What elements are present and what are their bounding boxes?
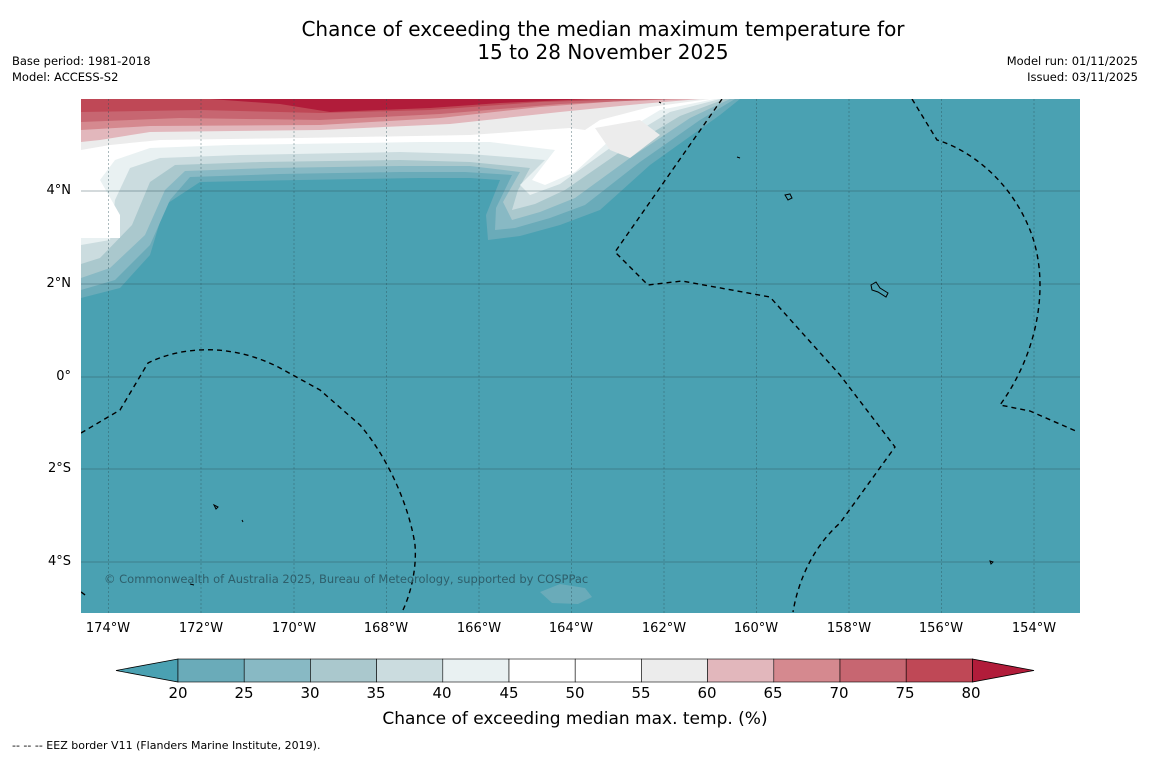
colorbar-extend-high <box>972 658 1035 683</box>
colorbar-tick: 80 <box>961 684 981 702</box>
colorbar-tick: 50 <box>565 684 585 702</box>
islands <box>189 101 994 586</box>
colorbar-segment <box>707 658 775 683</box>
colorbar-tick: 75 <box>895 684 915 702</box>
colorbar-segment <box>310 658 377 683</box>
base-period: Base period: 1981-2018 <box>12 54 151 68</box>
colorbar-tick: 25 <box>234 684 254 702</box>
graticule <box>81 99 1080 613</box>
colorbar-segment <box>376 658 444 683</box>
colorbar-segment <box>177 658 245 683</box>
lon-label: 174°W <box>85 621 131 636</box>
colorbar-tick: 55 <box>631 684 651 702</box>
colorbar-segment <box>442 658 510 683</box>
colorbar-segment <box>508 658 576 683</box>
meta-right: Model run: 01/11/2025 Issued: 03/11/2025 <box>1007 53 1138 85</box>
model-name: Model: ACCESS-S2 <box>12 70 119 84</box>
island <box>189 583 195 586</box>
colorbar-tick: 40 <box>432 684 452 702</box>
island <box>784 193 793 201</box>
lon-label: 164°W <box>548 621 594 636</box>
lat-label: 0° <box>56 369 71 384</box>
eez-border-sw-corner <box>81 591 89 598</box>
chart-title: Chance of exceeding the median maximum t… <box>200 18 1006 64</box>
title-line-1: Chance of exceeding the median maximum t… <box>301 17 905 41</box>
issued-date: Issued: 03/11/2025 <box>1027 70 1138 84</box>
band-over-80 <box>210 99 590 112</box>
colorbar-segment <box>574 658 642 683</box>
island <box>989 560 994 565</box>
lat-label: 4°N <box>46 183 72 198</box>
band-south-patch <box>540 584 592 604</box>
colorbar-tick: 45 <box>499 684 519 702</box>
colorbar-tick: 35 <box>366 684 386 702</box>
lon-label: 158°W <box>826 621 872 636</box>
meta-left: Base period: 1981-2018 Model: ACCESS-S2 <box>12 53 151 85</box>
lon-label: 156°W <box>918 621 964 636</box>
colorbar-tick: 20 <box>168 684 188 702</box>
lat-label: 2°N <box>46 276 72 291</box>
title-line-2: 15 to 28 November 2025 <box>477 40 729 64</box>
island <box>736 156 741 159</box>
colorbar <box>115 658 1035 683</box>
island <box>870 281 889 298</box>
lon-label: 168°W <box>363 621 409 636</box>
eez-borders <box>81 99 1079 613</box>
colorbar-tick: 30 <box>300 684 320 702</box>
lat-label: 4°S <box>47 554 71 569</box>
eez-border-central <box>614 99 896 613</box>
colorbar-segment <box>905 658 973 683</box>
lon-label: 172°W <box>178 621 224 636</box>
lat-label: 2°S <box>47 461 71 476</box>
island <box>241 519 244 523</box>
colorbar-segment <box>839 658 907 683</box>
footnote: -- -- -- EEZ border V11 (Flanders Marine… <box>12 739 321 752</box>
colorbar-extend-low <box>115 658 179 683</box>
island <box>658 101 662 104</box>
lon-label: 154°W <box>1011 621 1057 636</box>
island <box>212 503 219 510</box>
copyright-notice: © Commonwealth of Australia 2025, Bureau… <box>104 572 589 586</box>
colorbar-label: Chance of exceeding median max. temp. (%… <box>382 709 768 729</box>
lon-label: 162°W <box>641 621 687 636</box>
lon-label: 166°W <box>456 621 502 636</box>
eez-border-east <box>911 99 1079 433</box>
colorbar-tick: 70 <box>829 684 849 702</box>
lon-label: 160°W <box>733 621 779 636</box>
colorbar-segment <box>773 658 841 683</box>
lon-label: 170°W <box>271 621 317 636</box>
colorbar-tick: 60 <box>697 684 717 702</box>
colorbar-tick: 65 <box>763 684 783 702</box>
model-run: Model run: 01/11/2025 <box>1006 54 1138 68</box>
colorbar-segment <box>641 658 708 683</box>
colorbar-segment <box>243 658 311 683</box>
